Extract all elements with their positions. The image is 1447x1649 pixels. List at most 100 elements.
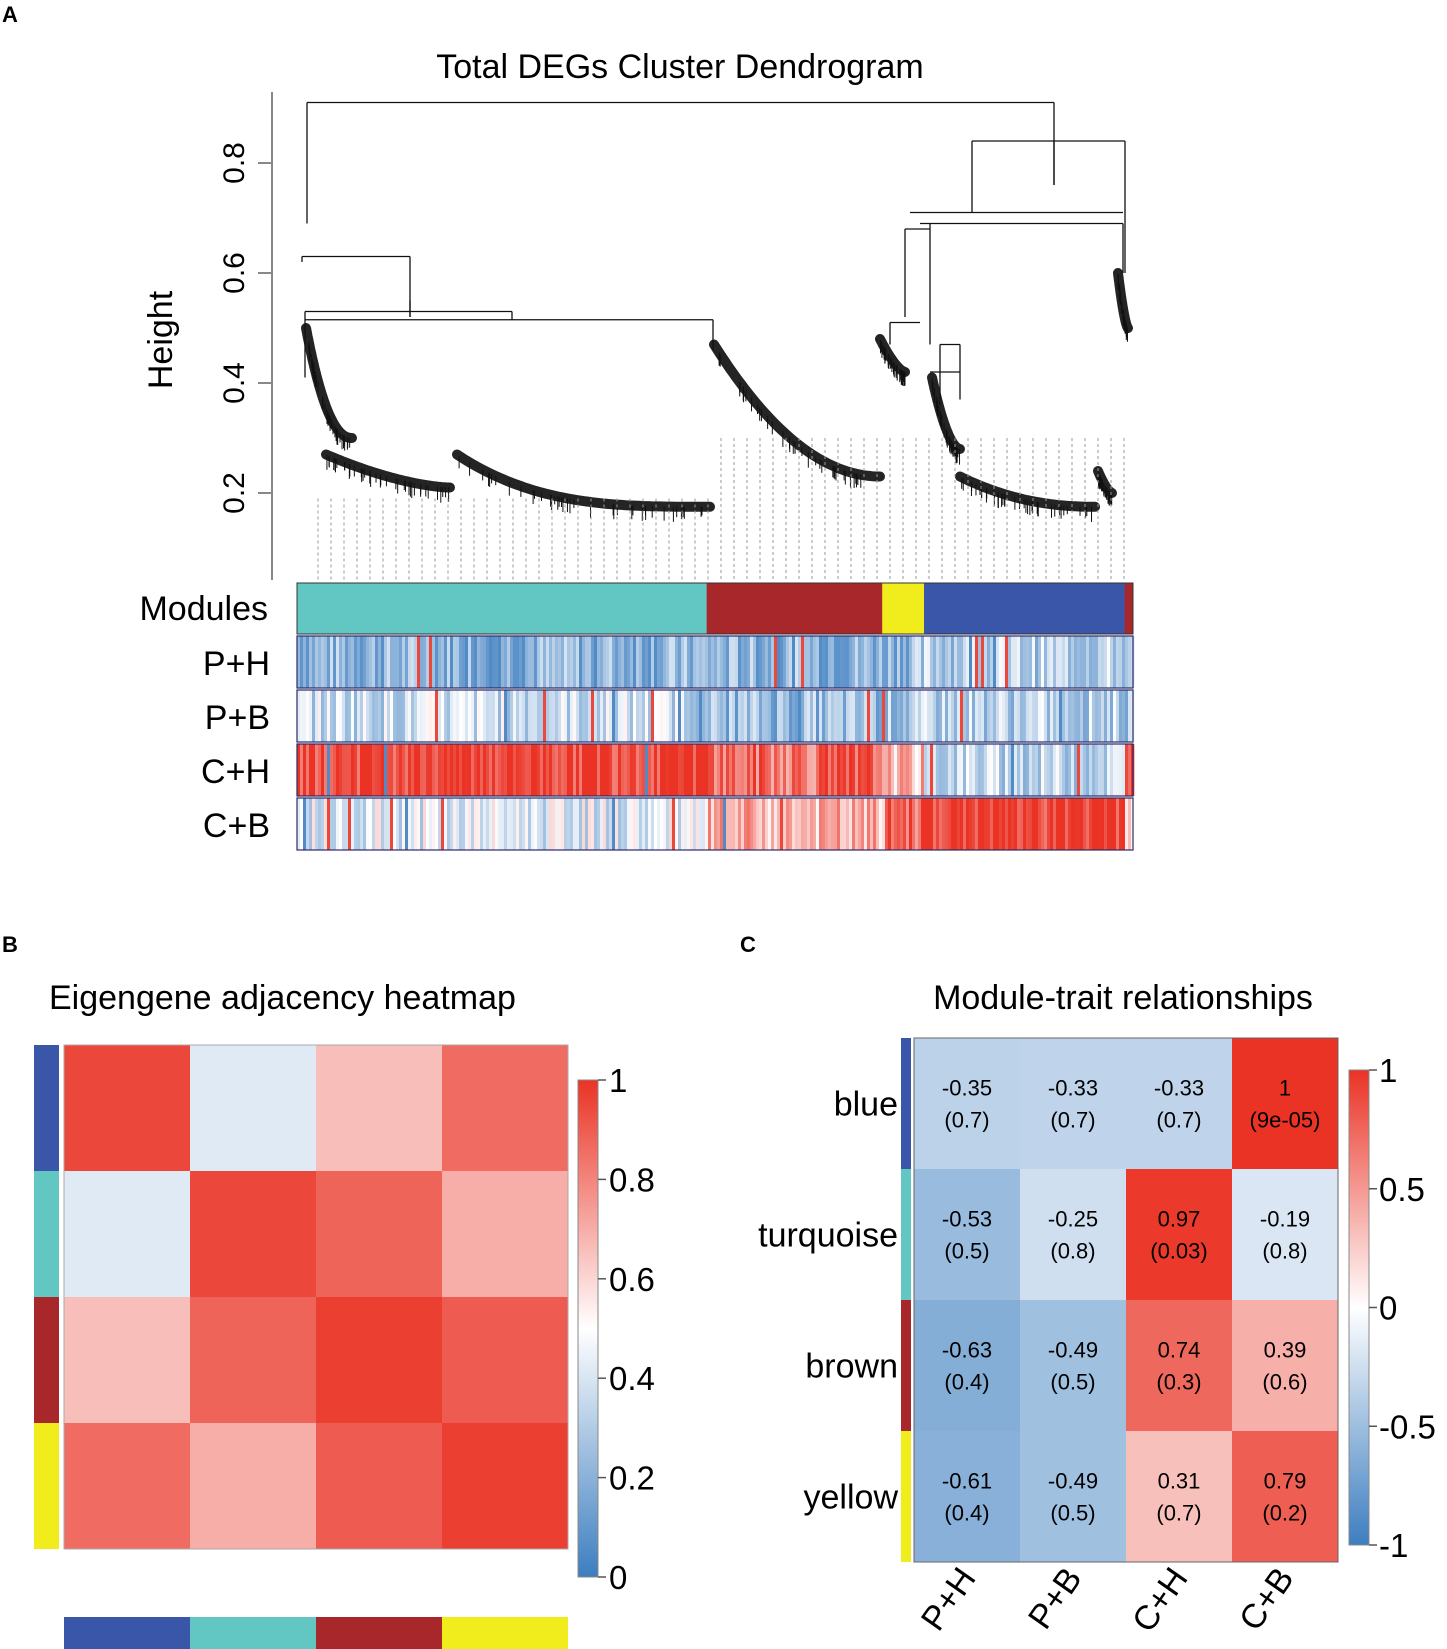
trait-stripe (696, 798, 700, 850)
trait-stripe (387, 636, 391, 688)
trait-stripe (666, 798, 670, 850)
trait-stripe (657, 744, 661, 796)
trait-stripe (459, 636, 463, 688)
trait-stripe (345, 636, 349, 688)
trait-stripe (357, 636, 361, 688)
trait-stripe (399, 690, 403, 742)
trait-stripe (645, 744, 649, 796)
trait-stripe (396, 798, 400, 850)
trait-stripe (468, 636, 472, 688)
trait-stripe (972, 690, 976, 742)
trait-stripe (825, 690, 829, 742)
trait-stripe (981, 744, 985, 796)
trait-stripe (549, 690, 553, 742)
trait-stripe (807, 744, 811, 796)
trait-stripe (822, 744, 826, 796)
trait-stripe (1080, 636, 1084, 688)
trait-stripe (741, 690, 745, 742)
trait-stripe (1050, 798, 1054, 850)
trait-stripe (345, 690, 349, 742)
trait-stripe (573, 744, 577, 796)
trait-stripe (405, 744, 409, 796)
trait-stripe (414, 636, 418, 688)
row-module-blue (901, 1038, 911, 1169)
trait-stripe (372, 798, 376, 850)
trait-stripe (642, 744, 646, 796)
trait-stripe (1080, 690, 1084, 742)
trait-stripe (1125, 690, 1129, 742)
trait-stripe (306, 744, 310, 796)
trait-stripe (624, 690, 628, 742)
trait-stripe (606, 690, 610, 742)
trait-stripe (789, 690, 793, 742)
trait-stripe (780, 636, 784, 688)
cell-pvalue: (0.4) (944, 1370, 989, 1395)
trait-stripe (333, 636, 337, 688)
trait-stripe (378, 690, 382, 742)
trait-stripe (588, 744, 592, 796)
trait-stripe (1107, 744, 1111, 796)
trait-stripe (930, 636, 934, 688)
trait-stripe (339, 744, 343, 796)
trait-stripe (1047, 744, 1051, 796)
cell-pvalue: (0.7) (1156, 1501, 1201, 1526)
trait-stripe (507, 744, 511, 796)
trait-stripe (540, 690, 544, 742)
trait-stripe (756, 636, 760, 688)
trait-stripe (711, 798, 715, 850)
trait-stripe (939, 744, 943, 796)
trait-stripe (960, 798, 964, 850)
trait-stripe (975, 798, 979, 850)
adjacency-cell (442, 1423, 569, 1550)
trait-stripe (1107, 798, 1111, 850)
colorbar-tick-label: 0.5 (1379, 1171, 1425, 1208)
cell-correlation: -0.61 (942, 1469, 992, 1494)
trait-stripe (666, 636, 670, 688)
trait-stripe (504, 636, 508, 688)
trait-stripe (324, 798, 328, 850)
cell-correlation: -0.33 (1154, 1076, 1204, 1101)
trait-cell (1020, 1038, 1127, 1170)
trait-stripe (1044, 636, 1048, 688)
trait-stripe (879, 636, 883, 688)
trait-stripe (363, 744, 367, 796)
trait-stripe (1065, 690, 1069, 742)
trait-stripe (702, 744, 706, 796)
trait-stripe (381, 636, 385, 688)
trait-stripe (423, 690, 427, 742)
trait-stripe (780, 690, 784, 742)
trait-stripe (411, 636, 415, 688)
trait-stripe (660, 690, 664, 742)
trait-stripe (831, 744, 835, 796)
trait-stripe (558, 690, 562, 742)
trait-stripe (759, 744, 763, 796)
adjacency-cell (190, 1045, 317, 1172)
trait-stripe (618, 690, 622, 742)
trait-stripe (708, 744, 712, 796)
trait-stripe (765, 636, 769, 688)
trait-stripe (561, 690, 565, 742)
trait-stripe (477, 744, 481, 796)
trait-stripe (684, 744, 688, 796)
trait-stripe (708, 798, 712, 850)
trait-stripe (309, 690, 313, 742)
trait-stripe (453, 744, 457, 796)
trait-stripe (300, 798, 304, 850)
trait-stripe (774, 690, 778, 742)
trait-cell (914, 1300, 1021, 1432)
trait-stripe (975, 636, 979, 688)
trait-stripe (867, 744, 871, 796)
trait-stripe (573, 798, 577, 850)
dendrogram-tree (301, 101, 1126, 405)
trait-stripe (474, 636, 478, 688)
trait-stripe (990, 636, 994, 688)
trait-stripe (519, 636, 523, 688)
trait-stripe (747, 798, 751, 850)
trait-stripe (855, 690, 859, 742)
trait-stripe (687, 636, 691, 688)
trait-stripe (804, 690, 808, 742)
module-trait-title: Module-trait relationships (933, 979, 1313, 1017)
trait-stripe (783, 636, 787, 688)
trait-stripe (1059, 690, 1063, 742)
